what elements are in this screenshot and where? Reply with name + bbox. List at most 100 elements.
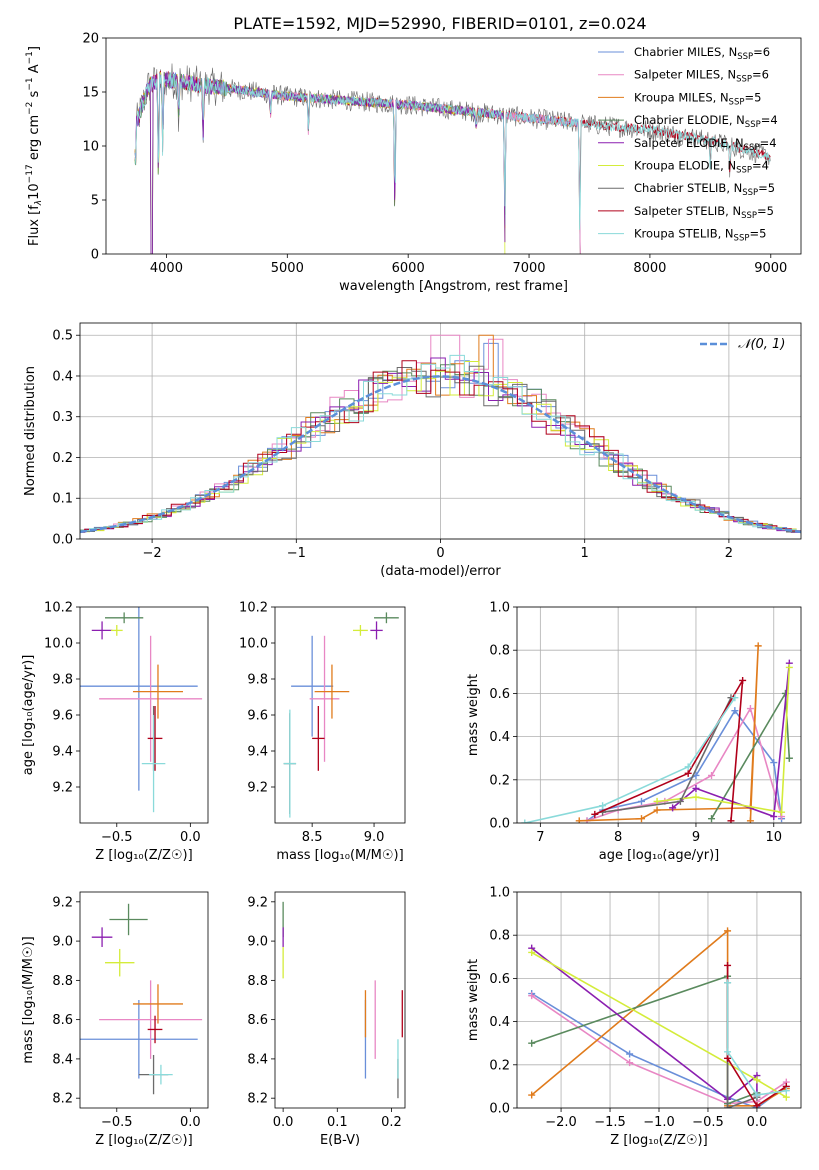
y-tick-label: 9.2 xyxy=(52,895,73,910)
weight-line-salpeter-elodie xyxy=(531,947,758,1101)
weight-line-salpeter-miles xyxy=(586,706,783,822)
weight-marker xyxy=(782,1093,790,1101)
errorbar-salpeter-elodie xyxy=(91,621,113,640)
weight-marker xyxy=(626,1050,634,1058)
errorbar-chabrier-elodie xyxy=(109,903,148,936)
weight-marker xyxy=(782,1087,790,1095)
y-axis-label: mass [log₁₀(M/M☉)] xyxy=(21,936,36,1063)
errorbar-salpeter-miles xyxy=(99,980,203,1059)
y-tick-label: 0.2 xyxy=(489,773,510,788)
errorbar-chabrier-miles xyxy=(291,635,334,737)
axes-frame xyxy=(274,891,406,1109)
x-tick-label: 0.0 xyxy=(747,1115,768,1130)
legend-entry: Kroupa ELODIE, NSSP=4 xyxy=(634,159,769,176)
y-tick-label: 9.2 xyxy=(52,781,73,796)
legend-suffix: =5 xyxy=(749,227,766,241)
weight-marker xyxy=(724,961,732,969)
weight-marker xyxy=(521,819,529,823)
y-tick-label: 8.2 xyxy=(52,1092,73,1107)
x-axis-label: Z [log₁₀(Z/Z☉)] xyxy=(95,848,192,863)
legend-suffix: =6 xyxy=(752,68,769,82)
errorbar-kroupa-miles xyxy=(132,664,183,719)
y-tick-label: 0.8 xyxy=(489,929,510,944)
x-tick-label: 0.2 xyxy=(381,1115,402,1130)
y-tick-label: 8.6 xyxy=(52,1013,73,1028)
errorbar-kroupa-elodie xyxy=(353,625,368,636)
plot-area-weight_vs_Z xyxy=(528,927,790,1108)
panel-age_vs_mass: 8.5 9.0 9.2 9.4 9.6 9.8 10.0 10.2 mass [log₁₀(M/… xyxy=(239,601,406,863)
weight-marker xyxy=(708,815,716,823)
errorbar-kroupa-stelib xyxy=(141,715,166,813)
errorbar-chabrier-elodie xyxy=(105,612,144,624)
y-tick-label: 8.4 xyxy=(247,1052,268,1067)
x-tick-label: 0.0 xyxy=(180,1115,201,1130)
weight-marker xyxy=(731,707,739,715)
errorbar-salpeter-miles xyxy=(309,635,340,762)
legend-label: Kroupa MILES, N xyxy=(634,90,729,104)
weight-marker xyxy=(724,927,732,935)
plot-area-mass_vs_Z xyxy=(80,903,203,1095)
errorbar-salpeter-stelib xyxy=(147,1015,163,1044)
y-tick-label: 10.0 xyxy=(44,637,73,652)
axes-frame xyxy=(516,606,802,824)
weight-marker xyxy=(528,1039,536,1047)
errorbar-kroupa-elodie xyxy=(105,948,135,977)
weight-marker xyxy=(727,817,735,823)
plot-area-weight_vs_age xyxy=(521,642,793,823)
legend-label: Kroupa ELODIE, N xyxy=(634,159,736,173)
histogram-salpeter-stelib xyxy=(80,360,801,533)
x-tick-label: 8.5 xyxy=(302,830,323,845)
weight-marker xyxy=(724,979,732,987)
weight-marker xyxy=(692,784,700,792)
x-tick-label: −1 xyxy=(287,546,306,561)
y-tick-label: 8.6 xyxy=(247,1013,268,1028)
y-tick-label: 9.6 xyxy=(52,709,73,724)
x-tick-label: −2 xyxy=(143,546,162,561)
legend-suffix: =4 xyxy=(760,136,777,150)
weight-marker xyxy=(770,759,778,767)
errorbar-kroupa-stelib xyxy=(149,1064,173,1085)
legend-label: Salpeter STELIB, N xyxy=(634,204,741,218)
legend-entry: Salpeter ELODIE, NSSP=4 xyxy=(634,136,777,153)
y-label-part: A xyxy=(27,64,42,77)
legend-entry: Salpeter MILES, NSSP=6 xyxy=(634,68,769,85)
y-label-part: −1 xyxy=(25,77,35,90)
y-axis-label: mass weight xyxy=(466,959,481,1041)
legend-entry: Kroupa MILES, NSSP=5 xyxy=(634,90,761,107)
weight-marker xyxy=(785,754,793,762)
y-label-part: −2 xyxy=(25,102,35,115)
weight-marker xyxy=(684,769,692,777)
x-tick-label: 2 xyxy=(725,546,733,561)
weight-line-kroupa-stelib xyxy=(524,697,736,823)
plot-area-mass_vs_ebv xyxy=(282,901,403,1099)
y-tick-label: 1.0 xyxy=(489,601,510,616)
axes-frame xyxy=(79,606,209,824)
y-label-part: Flux [f xyxy=(27,205,42,246)
legend-suffix: =4 xyxy=(761,113,778,127)
weight-marker xyxy=(653,806,661,814)
x-tick-label: 0.1 xyxy=(327,1115,348,1130)
x-tick-label: −2.0 xyxy=(545,1115,577,1130)
y-tick-label: 0.0 xyxy=(489,1102,510,1117)
y-tick-label: 0.2 xyxy=(489,1058,510,1073)
y-label-part: erg cm xyxy=(27,115,42,164)
weight-marker xyxy=(753,1076,761,1084)
y-tick-label: 0.0 xyxy=(52,533,73,548)
legend-sub: SSP xyxy=(742,188,758,198)
weight-marker xyxy=(528,948,536,956)
y-tick-label: 9.4 xyxy=(52,745,73,760)
legend-label: Salpeter ELODIE, N xyxy=(634,136,744,150)
y-tick-label: 1.0 xyxy=(489,886,510,901)
weight-marker xyxy=(692,793,700,801)
x-tick-label: 1 xyxy=(581,546,589,561)
y-tick-label: 10.0 xyxy=(239,637,268,652)
y-tick-label: 15 xyxy=(82,86,99,101)
legend-label: Chabrier ELODIE, N xyxy=(634,113,745,127)
x-axis-label: age [log₁₀(age/yr)] xyxy=(599,848,720,863)
y-tick-label: 5 xyxy=(91,194,99,209)
weight-marker xyxy=(724,1048,732,1056)
weight-line-chabrier-stelib xyxy=(602,697,732,813)
x-tick-label: 8000 xyxy=(633,261,666,276)
x-axis-label: mass [log₁₀(M/M☉)] xyxy=(276,848,403,863)
